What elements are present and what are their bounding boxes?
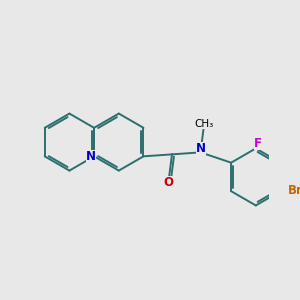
Text: F: F (254, 137, 262, 150)
Text: N: N (86, 150, 96, 163)
Text: CH₃: CH₃ (195, 119, 214, 129)
Text: N: N (196, 142, 206, 155)
Text: O: O (164, 176, 174, 189)
Text: Br: Br (288, 184, 300, 197)
